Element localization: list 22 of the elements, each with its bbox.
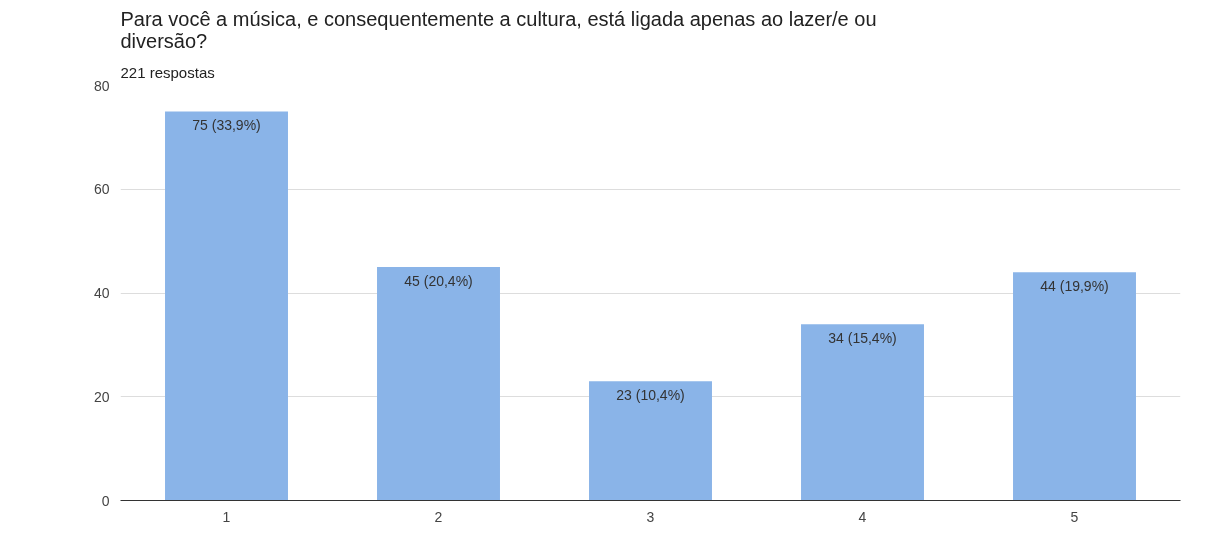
data-label: 44 (19,9%) (1040, 278, 1109, 295)
data-label: 34 (15,4%) (828, 330, 897, 347)
bar (801, 324, 924, 501)
x-tick-label: 5 (1070, 508, 1079, 525)
x-tick-label: 4 (858, 508, 867, 525)
y-tick-label: 20 (93, 388, 110, 405)
y-tick-label: 0 (101, 492, 110, 509)
y-tick-label: 40 (93, 285, 110, 301)
y-tick-label: 60 (93, 181, 110, 198)
chart-subtitle: 221 respostas (120, 63, 215, 81)
data-label: 45 (20,4%) (404, 273, 473, 290)
data-label: 75 (33,9%) (192, 117, 261, 134)
bar (589, 381, 712, 501)
chart-title: Para você a música, e consequentemente a cultura, está ligada apenas ao lazer/e ou diversão? (120, 7, 877, 52)
x-tick-label: 2 (434, 508, 443, 525)
y-tick-label: 80 (93, 77, 110, 94)
bar (165, 111, 288, 501)
data-label: 23 (10,4%) (616, 387, 685, 404)
bar (1013, 272, 1136, 501)
x-tick-label: 1 (222, 508, 231, 525)
bar (377, 267, 500, 501)
x-tick-label: 3 (646, 508, 655, 525)
